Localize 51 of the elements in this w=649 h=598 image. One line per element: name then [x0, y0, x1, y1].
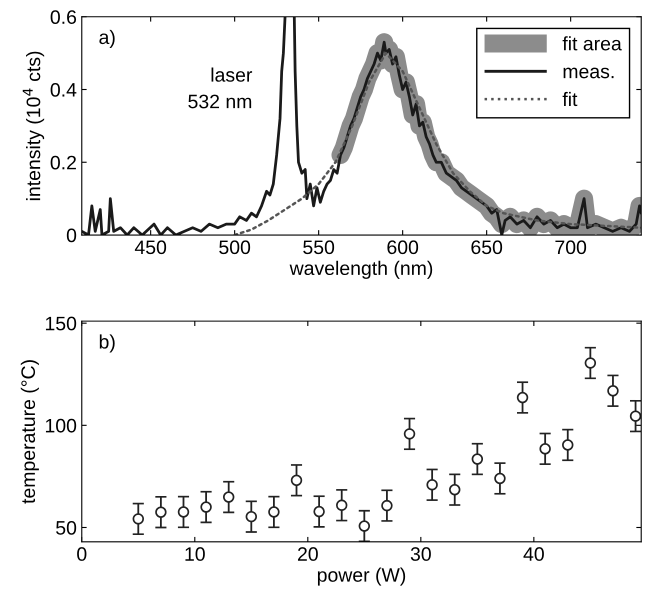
- point: [494, 472, 506, 484]
- point: [381, 500, 393, 512]
- point: [246, 510, 257, 522]
- x-tick-label: 10: [185, 547, 205, 561]
- x-tick-label: 700: [555, 240, 586, 254]
- x-tick-label: 600: [387, 240, 418, 254]
- annotation: b): [100, 334, 115, 352]
- legend-label: meas.: [564, 68, 614, 78]
- legend-label: fit: [562, 92, 578, 106]
- y-tick-label: 0.4: [50, 82, 76, 97]
- point: [607, 385, 619, 396]
- x-tick-label: 40: [523, 547, 544, 561]
- y-tick-label: 150: [46, 316, 76, 330]
- point: [516, 392, 528, 404]
- point: [630, 410, 642, 422]
- x-tick-label: 500: [219, 240, 250, 254]
- point: [358, 520, 370, 532]
- point: [584, 357, 596, 369]
- x-axis-title: wavelength (nm): [290, 260, 432, 279]
- y-tick-label: 100: [46, 418, 76, 433]
- legend-label: fit area: [562, 36, 622, 50]
- point: [155, 506, 167, 518]
- point: [290, 474, 302, 486]
- annotation: a): [99, 30, 115, 48]
- point: [539, 443, 551, 455]
- x-tick-label: 20: [298, 547, 318, 561]
- point: [404, 428, 416, 440]
- annotation: laser 532 nm: [188, 68, 252, 108]
- point: [562, 439, 574, 451]
- y-axis-title: intensity (10$^{4}$ cts): [22, 52, 44, 200]
- point: [268, 506, 280, 518]
- point: [200, 501, 212, 513]
- x-tick-label: 650: [471, 240, 502, 254]
- x-tick-label: 30: [410, 547, 431, 561]
- point: [336, 500, 348, 511]
- point: [426, 479, 438, 490]
- y-tick-label: 0.2: [50, 156, 76, 170]
- point: [313, 506, 325, 518]
- y-axis-title: temperature (°C): [20, 360, 39, 504]
- y-tick-label: 0: [66, 228, 76, 242]
- point: [223, 491, 234, 503]
- point: [178, 506, 190, 518]
- x-tick-label: 450: [134, 240, 166, 254]
- y-tick-label: 0.6: [50, 10, 76, 24]
- y-tick-label: 50: [56, 520, 76, 535]
- x-axis-title: power (W): [318, 568, 406, 586]
- point: [132, 513, 144, 525]
- point: [449, 484, 460, 496]
- x-tick-label: 0: [77, 547, 86, 561]
- x-tick-label: 550: [303, 240, 334, 254]
- point: [472, 453, 484, 465]
